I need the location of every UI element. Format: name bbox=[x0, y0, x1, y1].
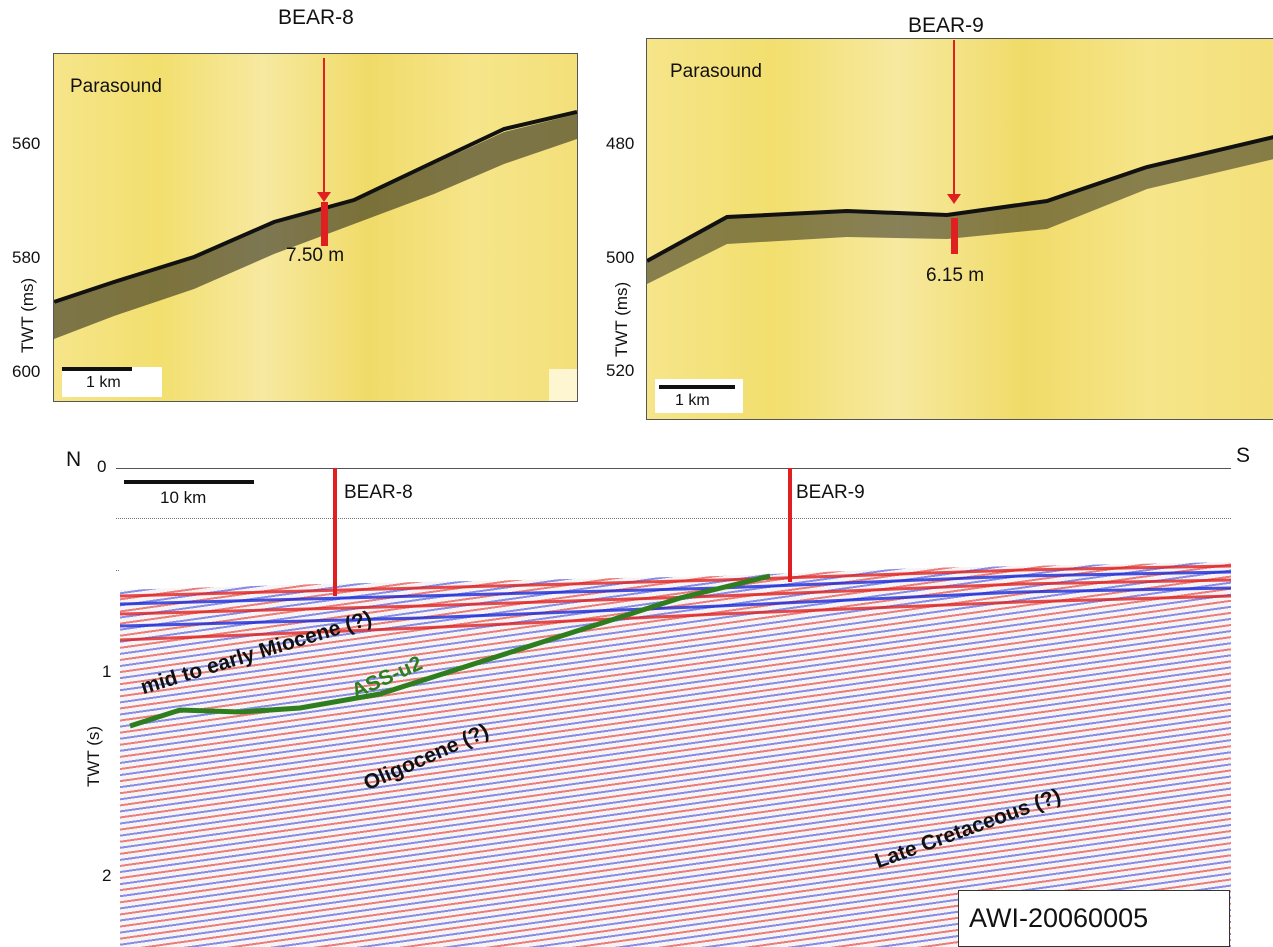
right-tick-480: 480 bbox=[606, 134, 635, 153]
left-well-arrow bbox=[323, 58, 325, 198]
left-scale-label: 1 km bbox=[86, 374, 121, 391]
left-well-title: BEAR-8 bbox=[278, 6, 354, 29]
sea-level-line bbox=[116, 468, 1231, 469]
left-scalebar: 1 km bbox=[62, 367, 162, 397]
profile-scale-label: 10 km bbox=[160, 488, 207, 507]
seismic-overlay bbox=[120, 562, 1231, 729]
right-core-bar bbox=[951, 218, 958, 254]
right-parasound-panel: Parasound 6.15 m 1 km bbox=[646, 38, 1273, 420]
line-id-box: AWI-20060005 bbox=[958, 890, 1230, 947]
bear9-profile-label: BEAR-9 bbox=[796, 482, 865, 503]
right-scale-label: 1 km bbox=[675, 392, 710, 409]
right-tick-520: 520 bbox=[606, 361, 635, 380]
left-axis-label: TWT (ms) bbox=[18, 277, 37, 353]
right-well-arrow bbox=[953, 40, 955, 200]
right-axis-label: TWT (ms) bbox=[612, 281, 631, 357]
bear9-well-line bbox=[788, 468, 792, 582]
right-depth-label: 6.15 m bbox=[926, 265, 985, 286]
right-well-title: BEAR-9 bbox=[908, 14, 984, 37]
profile-axis-label: TWT (s) bbox=[84, 725, 103, 787]
profile-tick-0: 0 bbox=[97, 457, 107, 476]
bear8-well-line bbox=[333, 468, 337, 596]
dotted-line-1 bbox=[116, 518, 1231, 519]
profile-tick-2: 2 bbox=[102, 866, 112, 885]
left-parasound-panel: Parasound 7.50 m 1 km bbox=[53, 53, 578, 402]
left-tick-600: 600 bbox=[12, 362, 41, 381]
bear8-profile-label: BEAR-8 bbox=[344, 482, 413, 503]
right-tick-500: 500 bbox=[606, 248, 635, 267]
right-parasound-label: Parasound bbox=[670, 61, 762, 82]
left-reflector bbox=[54, 110, 577, 401]
right-scalebar: 1 km bbox=[655, 379, 743, 413]
left-tick-560: 560 bbox=[12, 134, 41, 153]
south-label: S bbox=[1236, 444, 1251, 467]
profile-scalebar bbox=[124, 480, 254, 484]
seismic-section bbox=[120, 562, 1231, 947]
profile-tick-1: 1 bbox=[102, 662, 112, 681]
left-parasound-label: Parasound bbox=[70, 76, 162, 97]
north-label: N bbox=[66, 448, 82, 471]
line-id-label: AWI-20060005 bbox=[969, 903, 1149, 933]
right-arrow-head bbox=[947, 194, 961, 204]
left-arrow-head bbox=[317, 192, 331, 202]
left-depth-label: 7.50 m bbox=[286, 245, 345, 266]
left-core-bar bbox=[321, 202, 328, 246]
left-tick-580: 580 bbox=[12, 248, 41, 267]
ass-u2-horizon bbox=[129, 573, 771, 729]
right-reflector bbox=[647, 135, 1273, 284]
